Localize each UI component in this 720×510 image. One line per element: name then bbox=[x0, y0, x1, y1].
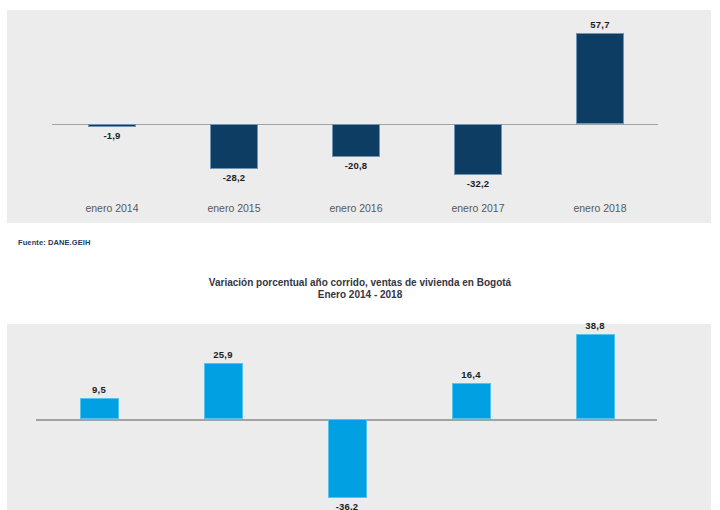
value-label: -32,2 bbox=[446, 178, 510, 189]
bar-enero-2016 bbox=[328, 419, 367, 498]
value-label: 9,5 bbox=[67, 384, 131, 395]
value-label: -1,9 bbox=[80, 130, 144, 141]
chart-title-line2: Enero 2014 - 2018 bbox=[0, 289, 720, 301]
category-label: enero 2018 bbox=[540, 202, 660, 214]
value-label: -28,2 bbox=[202, 172, 266, 183]
bar-enero-2017 bbox=[454, 124, 502, 175]
source-note: Fuente: DANE.GEIH bbox=[18, 238, 91, 247]
bar-enero-2014 bbox=[88, 124, 136, 127]
bar-enero-2015 bbox=[210, 124, 258, 169]
category-label: enero 2015 bbox=[174, 202, 294, 214]
bar-enero-2014 bbox=[80, 398, 119, 419]
value-label: 57,7 bbox=[568, 19, 632, 30]
chart-title-line1: Variación porcentual año corrido, ventas… bbox=[0, 277, 720, 289]
category-label: enero 2014 bbox=[52, 202, 172, 214]
bar-enero-2018 bbox=[576, 33, 624, 124]
value-label: -36,2 bbox=[315, 501, 379, 510]
chart-title: Variación porcentual año corrido, ventas… bbox=[0, 277, 720, 301]
chart-panel-bottom: 9,525,9-36,216,438,8 bbox=[7, 324, 711, 510]
category-label: enero 2017 bbox=[418, 202, 538, 214]
bar-enero-2015 bbox=[204, 363, 243, 419]
value-label: -20,8 bbox=[324, 160, 388, 171]
value-label: 25,9 bbox=[191, 349, 255, 360]
value-label: 38,8 bbox=[563, 320, 627, 331]
bar-enero-2016 bbox=[332, 124, 380, 157]
bar-enero-2018 bbox=[576, 334, 615, 419]
bar-enero-2017 bbox=[452, 383, 491, 419]
chart-panel-top: -1,9 enero 2014 -28,2 enero 2015 -20,8 enero … bbox=[7, 10, 711, 223]
value-label: 16,4 bbox=[439, 369, 503, 380]
category-label: enero 2016 bbox=[296, 202, 416, 214]
